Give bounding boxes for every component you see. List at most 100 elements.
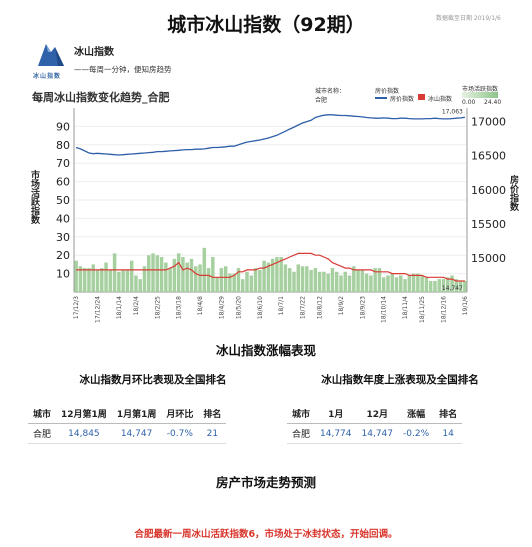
cell-value: 21	[198, 423, 227, 444]
bar	[407, 275, 412, 292]
section-growth-title: 冰山指数涨幅表现	[215, 343, 316, 358]
cell-value: 14	[434, 423, 463, 444]
x-tick-label: 18/7/1	[278, 296, 285, 315]
bar	[450, 275, 454, 292]
x-tick-label: 17/12/24	[94, 296, 101, 323]
legend-line-label: 房价指数	[375, 88, 400, 95]
x-tick-label: 18/2/25	[154, 296, 161, 319]
bar	[87, 268, 91, 292]
legend-price-item: 房价指数	[390, 96, 415, 103]
section-forecast-title: 房产市场走势预测	[215, 475, 316, 490]
col-header: 1月第1周	[111, 404, 162, 424]
legend-index-swatch	[418, 94, 425, 100]
series-line-index	[76, 252, 465, 282]
bar	[386, 275, 390, 292]
x-tick-label: 18/2/4	[133, 296, 140, 315]
bar	[219, 268, 224, 292]
bar	[258, 269, 262, 292]
x-tick-label: 18/5/20	[235, 296, 242, 319]
x-tick-label: 18/11/25	[419, 296, 426, 323]
cell-value: 14,845	[56, 423, 112, 444]
bar	[399, 275, 403, 292]
brand-name: 冰山指数	[74, 47, 114, 58]
cell-value: -0.2%	[398, 423, 435, 444]
bar	[313, 268, 318, 292]
bar	[91, 264, 95, 292]
bar	[142, 266, 147, 292]
bar	[168, 268, 172, 292]
y-right-tick-label: 15000	[471, 252, 506, 265]
cell-value: 14,747	[111, 423, 162, 444]
bar	[249, 275, 254, 292]
bar	[262, 260, 266, 292]
bar	[95, 269, 100, 292]
bar	[292, 271, 296, 292]
bar	[463, 280, 467, 292]
bar	[454, 279, 459, 292]
bar	[283, 264, 288, 292]
col-header: 排名	[198, 404, 227, 424]
yearly-table-title: 冰山指数年度上涨表现及全国排名	[321, 374, 479, 386]
bar	[364, 273, 369, 292]
bar	[330, 268, 335, 292]
bar	[189, 258, 194, 292]
x-tick-label: 17/12/3	[73, 296, 80, 319]
bar	[125, 269, 130, 292]
price-end-label: 17,063	[442, 108, 463, 115]
bar	[198, 264, 202, 292]
bar	[296, 264, 301, 292]
bar	[275, 257, 279, 292]
cell-city: 合肥	[28, 423, 57, 444]
bar	[270, 258, 275, 292]
bar	[317, 271, 322, 292]
bar	[343, 271, 347, 292]
monthly-table-title: 冰山指数月环比表现及全国排名	[79, 374, 227, 386]
bar	[373, 268, 377, 292]
bar	[78, 266, 83, 292]
bar	[172, 258, 177, 292]
col-header: 1月	[315, 404, 357, 424]
bar	[381, 277, 386, 292]
bar	[326, 273, 330, 292]
y-right-tick-label: 17000	[471, 116, 506, 129]
series-line-price	[75, 114, 465, 156]
col-header: 涨幅	[398, 404, 435, 424]
legend-range-max: 24.40	[484, 99, 502, 106]
monthly-table: 城市 12月第1周 1月第1周 月环比 排名 合肥 14,845 14,747 …	[28, 404, 227, 444]
bar	[176, 253, 181, 292]
bar	[155, 255, 160, 292]
bar	[458, 280, 463, 292]
bar	[134, 275, 138, 292]
bar	[287, 268, 292, 292]
y-left-tick-label: 10	[56, 268, 70, 281]
bar	[100, 268, 104, 292]
bar	[266, 262, 271, 292]
x-tick-label: 18/11/4	[402, 296, 409, 319]
cell-value: 14,774	[315, 423, 357, 444]
y-left-tick-label: 20	[56, 249, 70, 262]
bar	[334, 271, 339, 292]
bar	[377, 268, 382, 292]
x-tick-label: 18/9/2	[338, 296, 345, 315]
bar	[223, 266, 228, 292]
x-tick-label: 18/12/16	[441, 296, 448, 323]
bar	[121, 269, 125, 292]
bar	[352, 266, 356, 292]
legend-range-bar	[462, 92, 498, 98]
y-left-tick-label: 60	[56, 176, 70, 189]
bar	[441, 279, 446, 292]
bar	[322, 271, 326, 292]
bar	[240, 279, 245, 292]
legend-city: 合肥	[315, 97, 328, 104]
y-axis-right-label: 房价指数	[508, 175, 518, 211]
bar	[420, 275, 424, 292]
yearly-table: 城市 1月 12月 涨幅 排名 合肥 14,774 14,747 -0.2% 1…	[287, 404, 463, 444]
table-row: 合肥 14,774 14,747 -0.2% 14	[287, 423, 463, 444]
bar	[433, 280, 437, 292]
chart-title: 每周冰山指数变化趋势_合肥	[32, 91, 170, 104]
bar	[108, 269, 113, 292]
bar	[185, 262, 189, 292]
y-right-tick-label: 16500	[471, 150, 506, 163]
cell-value: -0.7%	[161, 423, 199, 444]
source-date: 数据截至日期 2019/1/6	[436, 15, 501, 22]
